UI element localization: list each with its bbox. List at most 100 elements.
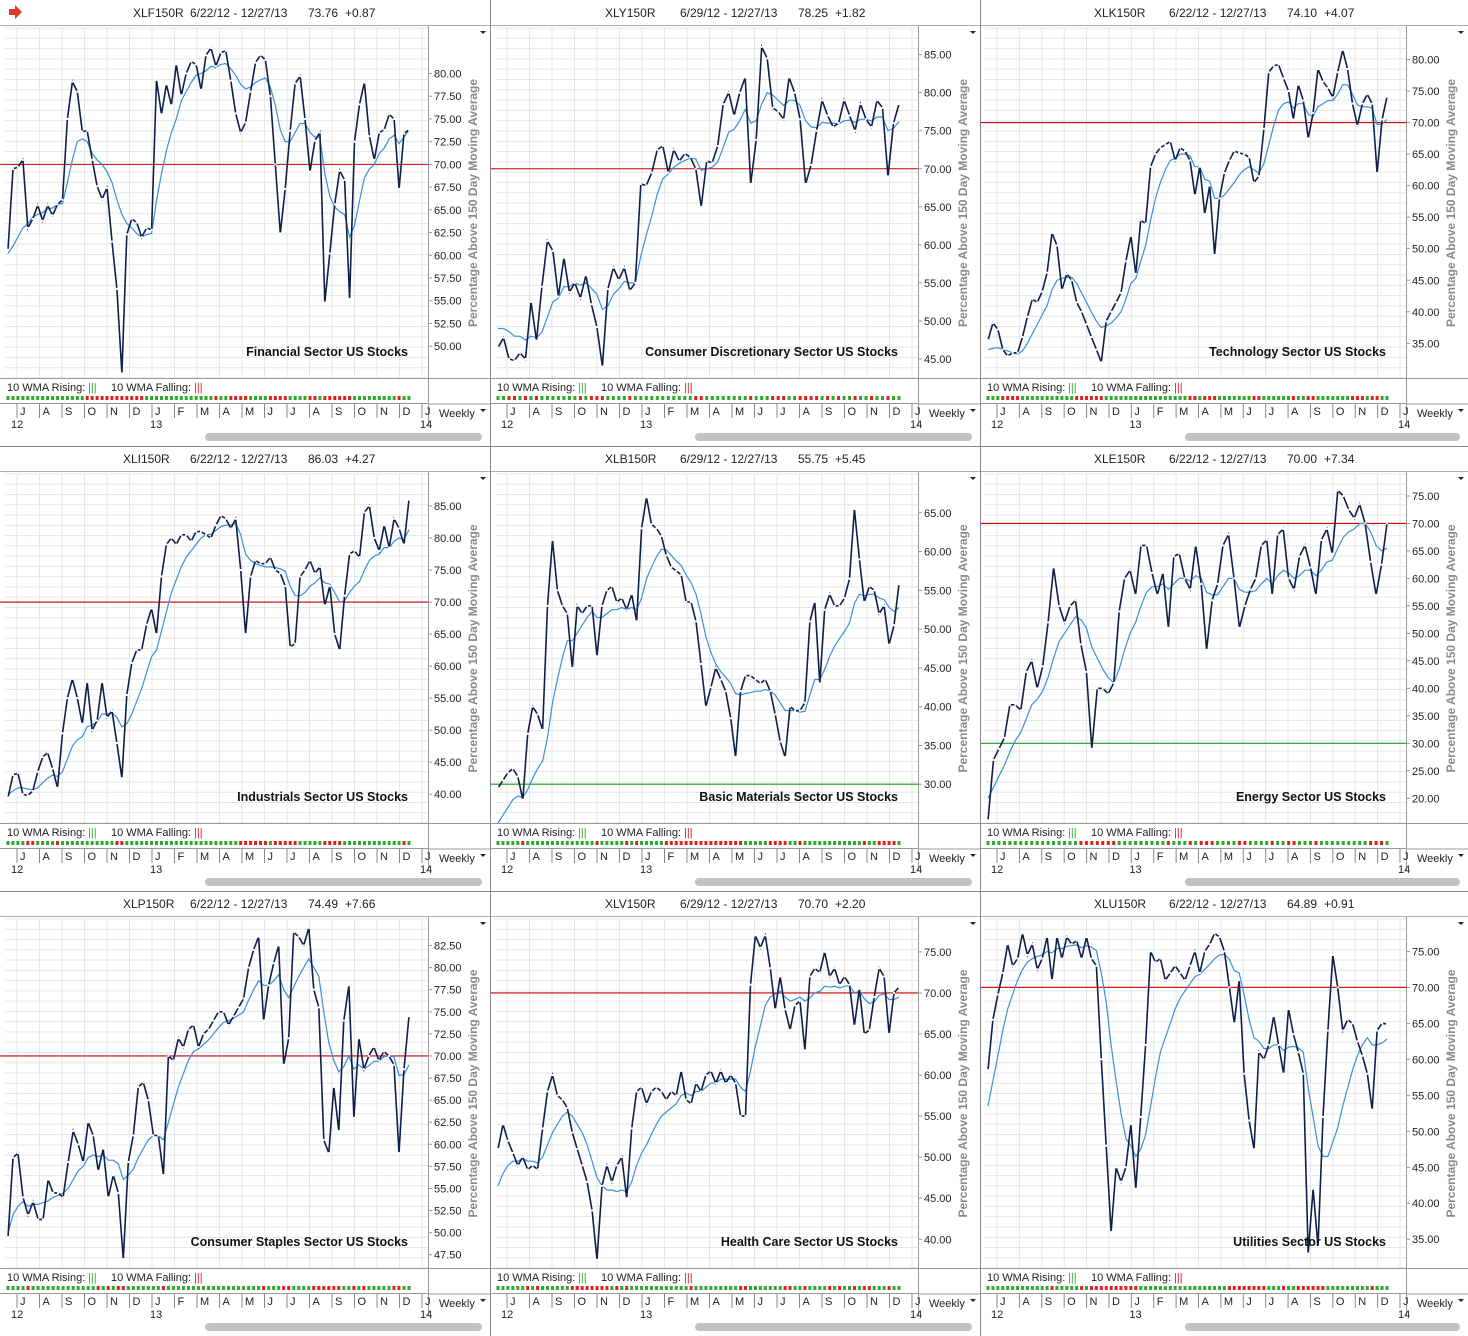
data-point xyxy=(76,697,79,700)
horizontal-scrollbar[interactable] xyxy=(205,878,482,886)
data-point xyxy=(378,549,381,552)
data-point xyxy=(689,156,692,159)
data-point xyxy=(77,1143,80,1146)
month-label: J xyxy=(645,406,651,418)
month-label: A xyxy=(223,406,231,418)
axis-menu-icon[interactable] xyxy=(1458,477,1464,480)
wma-dot xyxy=(625,1286,629,1290)
period-selector[interactable]: Weekly xyxy=(929,1298,976,1310)
data-point xyxy=(1129,235,1132,238)
data-point xyxy=(854,129,857,132)
data-point xyxy=(1169,140,1172,143)
wma-dot xyxy=(1199,841,1203,845)
month-label: J xyxy=(1000,851,1006,863)
month-label: S xyxy=(825,406,832,418)
horizontal-scrollbar[interactable] xyxy=(695,433,972,441)
wma-dot xyxy=(991,1286,995,1290)
axis-menu-icon[interactable] xyxy=(480,922,486,925)
wma-dot xyxy=(95,396,99,400)
wma-dot xyxy=(212,1286,216,1290)
horizontal-scrollbar[interactable] xyxy=(1185,433,1460,441)
period-selector[interactable]: Weekly xyxy=(929,853,976,865)
data-point xyxy=(209,537,212,540)
month-label: O xyxy=(578,406,587,418)
axis-menu-icon[interactable] xyxy=(1458,31,1464,34)
wma-dot xyxy=(60,396,64,400)
wma-dot xyxy=(620,1286,624,1290)
axis-menu-icon[interactable] xyxy=(970,922,976,925)
axis-menu-icon[interactable] xyxy=(970,31,976,34)
axis-menu-icon[interactable] xyxy=(1458,922,1464,925)
wma-dot xyxy=(778,1286,782,1290)
chart-symbol: XLB150R xyxy=(605,452,657,466)
chart-svg: XLU150R 6/22/12 - 12/27/13 64.89 +0.9135.00… xyxy=(980,897,1468,1331)
data-point xyxy=(264,58,267,61)
series-line-moving-average xyxy=(7,62,410,254)
data-point xyxy=(175,63,178,66)
y-tick-label: 30.00 xyxy=(1412,738,1440,750)
data-point xyxy=(1312,112,1315,115)
period-selector[interactable]: Weekly xyxy=(929,408,976,420)
data-point xyxy=(232,1015,235,1018)
y-tick-label: 60.00 xyxy=(924,547,952,559)
wma-falling-label: 10 WMA Falling: xyxy=(111,1272,191,1284)
period-selector[interactable]: Weekly xyxy=(439,853,486,865)
axis-menu-icon[interactable] xyxy=(480,477,486,480)
wma-dot xyxy=(267,1286,271,1290)
data-point xyxy=(888,1032,891,1035)
wma-dot xyxy=(709,841,713,845)
wma-dot xyxy=(176,1286,180,1290)
data-point xyxy=(1293,588,1296,591)
data-point xyxy=(843,597,846,600)
period-selector[interactable]: Weekly xyxy=(1417,1298,1464,1310)
wma-dot xyxy=(551,396,555,400)
wma-dot xyxy=(297,1286,301,1290)
period-selector[interactable]: Weekly xyxy=(1417,408,1464,420)
wma-falling-label: 10 WMA Falling: xyxy=(111,827,191,839)
data-point xyxy=(66,697,69,700)
wma-dot xyxy=(1163,1286,1167,1290)
wma-dot xyxy=(308,396,312,400)
horizontal-scrollbar[interactable] xyxy=(695,1323,972,1331)
data-point xyxy=(31,789,34,792)
month-label: J xyxy=(425,406,431,418)
period-selector[interactable]: Weekly xyxy=(439,1298,486,1310)
data-point xyxy=(333,633,336,636)
wma-dot xyxy=(877,1286,881,1290)
data-point xyxy=(1371,102,1374,105)
data-point xyxy=(546,1090,549,1093)
wma-dot xyxy=(1360,396,1364,400)
data-point xyxy=(639,182,642,185)
month-label: O xyxy=(1336,406,1345,418)
data-point xyxy=(66,117,69,120)
wma-dot xyxy=(377,841,381,845)
data-point xyxy=(996,328,999,331)
axis-menu-icon[interactable] xyxy=(480,31,486,34)
axis-menu-icon[interactable] xyxy=(970,477,976,480)
data-point xyxy=(863,600,866,603)
year-label: 14 xyxy=(1398,864,1410,876)
wma-dot xyxy=(1016,396,1020,400)
chevron-down-icon xyxy=(1458,409,1464,412)
horizontal-scrollbar[interactable] xyxy=(1185,1323,1460,1331)
data-point xyxy=(1351,1022,1354,1025)
data-point xyxy=(630,1127,633,1130)
horizontal-scrollbar[interactable] xyxy=(205,433,482,441)
red-right-arrow-icon[interactable] xyxy=(9,5,22,19)
wma-dot-strip xyxy=(496,1286,901,1290)
wma-rising-label: 10 WMA Rising: xyxy=(7,1272,85,1284)
wma-dot xyxy=(110,841,114,845)
wma-dot xyxy=(1311,396,1315,400)
wma-dot xyxy=(803,1286,807,1290)
horizontal-scrollbar[interactable] xyxy=(695,878,972,886)
period-selector[interactable]: Weekly xyxy=(439,408,486,420)
month-label: A xyxy=(803,1296,811,1308)
data-point xyxy=(738,91,741,94)
period-selector[interactable]: Weekly xyxy=(1417,853,1464,865)
year-label: 13 xyxy=(1129,864,1141,876)
panel-separator-vertical xyxy=(980,0,981,1336)
data-point xyxy=(551,1074,554,1077)
horizontal-scrollbar[interactable] xyxy=(205,1323,482,1331)
horizontal-scrollbar[interactable] xyxy=(1185,878,1460,886)
wma-dot xyxy=(1119,1286,1123,1290)
